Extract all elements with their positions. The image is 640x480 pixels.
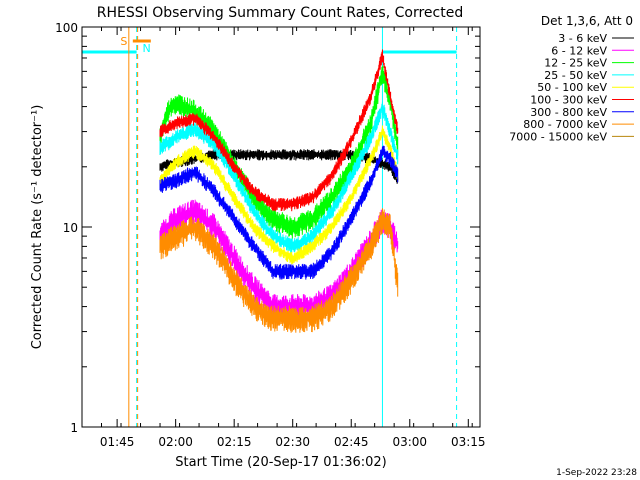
annotation-label-S: S: [120, 35, 127, 48]
footer-timestamp: 1-Sep-2022 23:28: [556, 468, 637, 478]
legend-label-4: 50 - 100 keV: [537, 81, 607, 94]
legend-label-7: 800 - 7000 keV: [523, 118, 607, 131]
annotation-label-N: N: [143, 42, 151, 55]
chart-title: RHESSI Observing Summary Count Rates, Co…: [97, 5, 463, 21]
series-6: [159, 145, 399, 280]
x-axis-label: Start Time (20-Sep-17 01:36:02): [175, 455, 386, 470]
x-tick-label-0: 01:45: [100, 435, 135, 449]
series-7: [159, 208, 399, 333]
legend-title: Det 1,3,6, Att 0: [541, 14, 633, 28]
legend-label-2: 12 - 25 keV: [544, 57, 607, 70]
x-tick-label-1: 02:00: [158, 435, 193, 449]
series-3: [159, 101, 399, 254]
series-2: [159, 65, 399, 239]
legend-label-6: 300 - 800 keV: [530, 106, 607, 119]
x-tick-label-5: 03:00: [392, 435, 427, 449]
series-5: [159, 49, 399, 212]
y-tick-label-0: 1: [70, 421, 78, 435]
y-axis-label: Corrected Count Rate (s⁻¹ detector⁻¹): [30, 105, 45, 350]
legend-label-5: 100 - 300 keV: [530, 94, 607, 107]
y-tick-label-1: 10: [63, 221, 78, 235]
axes: 1 10 100 01:45 02:00 02:15 02:30 02:45 03:00 03:1…: [55, 21, 485, 449]
series-4: [159, 125, 399, 265]
x-tick-label-3: 02:30: [275, 435, 310, 449]
x-tick-label-2: 02:15: [217, 435, 252, 449]
y-tick-label-2: 100: [55, 21, 78, 35]
legend-label-1: 6 - 12 keV: [551, 44, 607, 57]
x-tick-label-6: 03:15: [451, 435, 486, 449]
legend-label-3: 25 - 50 keV: [544, 69, 607, 82]
legend-label-0: 3 - 6 keV: [558, 32, 607, 45]
legend-label-8: 7000 - 15000 keV: [509, 130, 607, 143]
x-tick-label-4: 02:45: [334, 435, 369, 449]
